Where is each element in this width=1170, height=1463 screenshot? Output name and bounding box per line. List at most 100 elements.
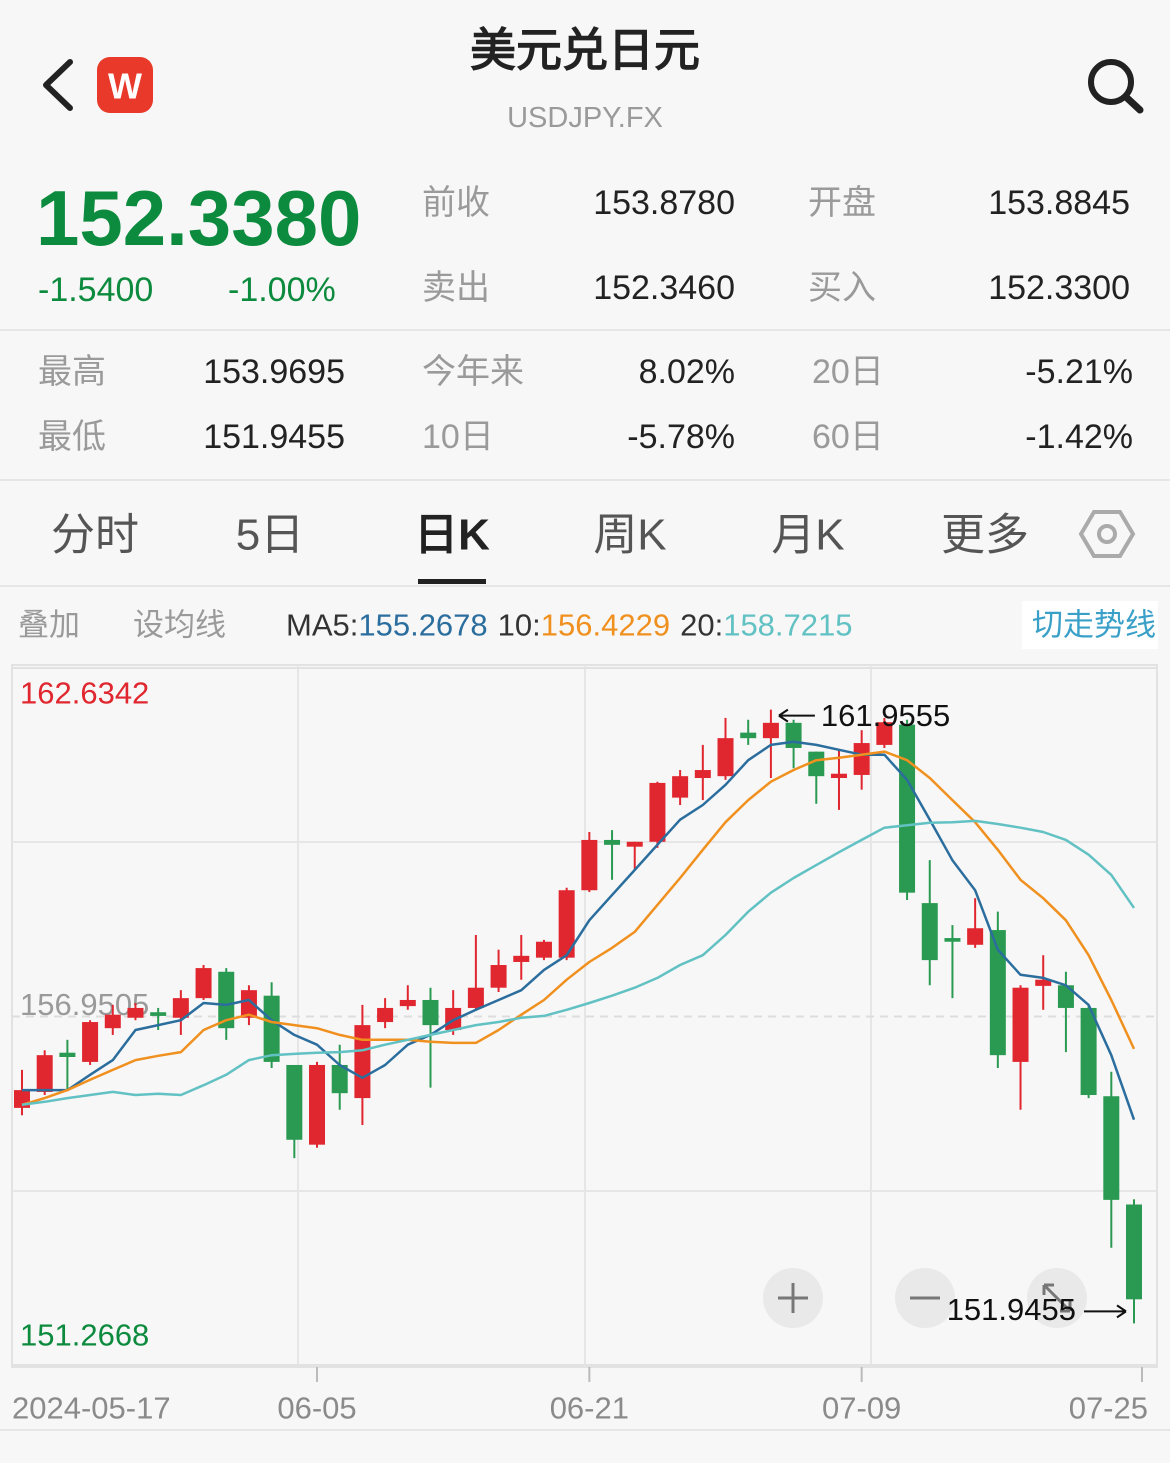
x-tick-label: 07-25 [1069,1391,1148,1426]
stat-value: 153.9695 [203,353,345,391]
stat-value: -5.78% [627,418,735,456]
stat-value: 152.3300 [988,269,1130,307]
min-label: 151.9455 [947,1292,1076,1327]
change-pct: -1.00% [228,271,336,309]
candle-body [808,751,825,777]
candle-body [830,773,847,779]
search-handle [1122,93,1144,114]
candle-body [1035,979,1052,986]
tab-indicator [418,579,486,584]
candle-body [535,941,552,958]
back-button[interactable] [43,59,73,111]
max-arrow [778,708,815,723]
candle-body [331,1064,348,1094]
settings-dot [1097,524,1117,544]
fullscreen-icon [1042,1283,1072,1313]
y-tick-label: 151.2668 [20,1318,149,1353]
stat-value: 153.8780 [593,184,735,222]
candle-body [263,995,280,1062]
subtitle: USDJPY.FX [507,102,663,134]
candle-body [740,732,757,739]
candle-body [1080,1007,1097,1096]
candle-body [59,1052,76,1057]
set-ma-button[interactable]: 设均线 [133,608,226,643]
settings-hex [1078,510,1136,558]
ma-line [21,819,1136,1107]
candle-body [967,928,984,945]
switch-bg [1022,601,1158,649]
tab[interactable]: 分时 [51,511,139,560]
candle-body [944,938,961,942]
x-tick-label: 06-21 [550,1391,629,1426]
legend-value: 158.7215 [723,608,852,643]
logo-text: W [108,66,142,107]
tab[interactable]: 日K [414,511,490,560]
switch-button[interactable]: 切走势线 [1032,608,1156,643]
candle-body [377,1007,394,1023]
zoom-in[interactable] [763,1268,823,1328]
stat-value: 153.8845 [988,184,1130,222]
logo-badge[interactable] [97,57,153,113]
candle-body [1126,1204,1142,1300]
annotations: 161.9555 151.9455 [778,698,1127,1327]
search-lens [1088,59,1134,105]
legend-name: MA5: [286,608,358,643]
stat-value: -5.21% [1025,353,1133,391]
tab[interactable]: 周K [593,511,666,560]
candle-body [876,722,893,745]
candle-body [1103,1096,1120,1200]
search-button[interactable] [1088,59,1144,114]
candle-body [558,890,575,958]
stat-value: 151.9455 [203,418,345,456]
stat-value: 8.02% [639,353,735,391]
min-arrow [1084,1304,1127,1319]
candle-body [989,930,1006,1056]
fullscreen[interactable] [1027,1268,1087,1328]
y-tick-label: 162.6342 [20,676,149,711]
candle-body [604,839,621,845]
stat-value: 152.3460 [593,269,735,307]
tab[interactable]: 5日 [236,511,304,560]
candle-body [218,971,235,1029]
tab[interactable]: 更多 [941,511,1029,560]
zoom-out[interactable] [895,1268,955,1328]
candle-body [240,990,257,1018]
stat-label: 最低 [38,418,106,456]
stat-label: 今年来 [422,353,524,391]
zoom-in-icon [778,1283,808,1313]
stat-value: -1.42% [1025,418,1133,456]
candle-body [649,782,666,842]
stat-label: 卖出 [422,269,490,307]
settings-button[interactable] [1078,510,1136,558]
legend-name: 20: [680,608,723,643]
candle-body [1012,987,1029,1062]
stat-label: 买入 [808,269,876,307]
candle-body [694,770,711,779]
candle-body [399,999,416,1007]
overlay-button[interactable]: 叠加 [18,608,80,643]
stat-label: 最高 [38,353,106,391]
candle-body [581,839,598,891]
candle-body [172,998,189,1018]
max-label: 161.9555 [821,698,950,733]
x-tick-label: 06-05 [277,1391,356,1426]
candle-body [1057,985,1074,1008]
legend-name: 10: [498,608,541,643]
candle-body [853,743,870,775]
candle-body [490,965,507,988]
change: -1.5400 [38,271,153,309]
candle-body [309,1064,326,1145]
tab[interactable]: 月K [771,511,844,560]
candle-body [422,999,439,1026]
candle-body [899,724,916,893]
candle-body [626,841,643,847]
candle-body [467,987,484,1008]
legend-value: 156.4229 [541,608,670,643]
candle-body [82,1022,99,1062]
candle-body [286,1064,303,1140]
candle-body [354,1025,371,1099]
stat-label: 60日 [812,418,884,456]
